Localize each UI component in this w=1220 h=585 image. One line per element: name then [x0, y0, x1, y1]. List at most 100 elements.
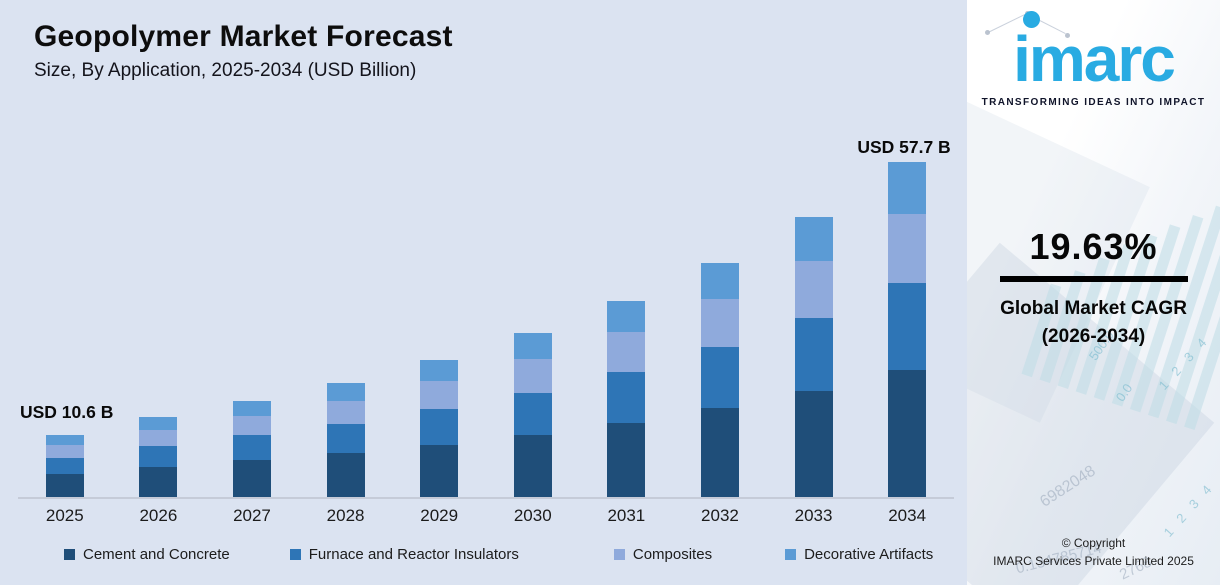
- x-axis-labels: 2025 2026 2027 2028 2029 2030 2031 2032 2033 2034: [18, 506, 954, 526]
- bar-segment: [232, 415, 271, 436]
- bar-segment: [326, 453, 365, 497]
- legend: Cement and Concrete Furnace and Reactor I…: [64, 546, 933, 563]
- bar-segment: [888, 214, 927, 283]
- x-label: 2034: [888, 506, 927, 525]
- legend-item: Furnace and Reactor Insulators: [289, 546, 519, 563]
- bar-slot: [486, 139, 580, 497]
- imarc-tagline: TRANSFORMING IDEAS INTO IMPACT: [981, 97, 1206, 108]
- bar-segment: [513, 333, 552, 359]
- bar-segment: [232, 460, 271, 497]
- bar-2025: [45, 435, 84, 497]
- legend-item: Decorative Artifacts: [785, 546, 933, 563]
- bar-segment: [45, 457, 84, 474]
- x-label: 2027: [233, 506, 271, 525]
- brand-panel: 500.0 0.0 1 2 3 4 1 2 3 4 6982048 0.1347…: [967, 0, 1220, 585]
- bar-segment: [420, 409, 459, 445]
- chart-subtitle: Size, By Application, 2025-2034 (USD Bil…: [34, 60, 417, 81]
- legend-swatch-icon: [613, 549, 625, 560]
- cagr-block: 19.63% Global Market CAGR (2026-2034): [967, 226, 1220, 348]
- legend-item: Cement and Concrete: [64, 546, 230, 563]
- bar-segment: [794, 260, 833, 319]
- bar-segment: [794, 390, 833, 497]
- bar-slot: [299, 139, 393, 497]
- bar-segment: [700, 299, 739, 348]
- bar-segment: [139, 445, 178, 467]
- bar-segment: [326, 382, 365, 401]
- bar-slot: [112, 139, 206, 497]
- copyright-line2: IMARC Services Private Limited 2025: [993, 554, 1194, 569]
- imarc-logo-dot-icon: [1023, 11, 1040, 28]
- bar-segment: [513, 392, 552, 435]
- cagr-label-line1: Global Market CAGR: [1000, 298, 1187, 319]
- legend-swatch-icon: [785, 549, 797, 560]
- bar-segment: [513, 358, 552, 393]
- x-label: 2028: [326, 506, 365, 525]
- bar-segment: [607, 371, 646, 423]
- copyright: © Copyright IMARC Services Private Limit…: [967, 534, 1220, 571]
- bar-slot: [205, 139, 299, 497]
- bar-segment: [888, 369, 927, 497]
- bar-2031: [607, 301, 646, 497]
- x-label: 2032: [701, 506, 739, 525]
- bar-slot: [767, 139, 861, 497]
- imarc-logo-wordmark: imarc: [1013, 23, 1176, 95]
- x-label: 2033: [794, 506, 833, 525]
- bar-segment: [700, 347, 739, 409]
- bar-segment: [888, 282, 927, 370]
- x-label: 2025: [45, 506, 84, 525]
- bar-2030: [513, 333, 552, 497]
- bar-segment: [45, 435, 84, 445]
- legend-item: Composites: [613, 546, 713, 563]
- x-label: 2030: [513, 506, 552, 525]
- bar-segment: [513, 434, 552, 497]
- bar-segment: [139, 429, 178, 446]
- annotation-first-value: USD 10.6 B: [20, 402, 114, 422]
- decor-watermark: 1 2 3 4: [1160, 479, 1218, 540]
- x-label: 2031: [607, 506, 646, 525]
- bar-slot: [392, 139, 486, 497]
- bar-segment: [607, 422, 646, 497]
- bar-segment: [232, 401, 271, 416]
- bar-segment: [326, 400, 365, 424]
- bar-segment: [420, 360, 459, 382]
- legend-label: Cement and Concrete: [83, 546, 230, 563]
- bar-slot: [860, 139, 954, 497]
- bar-segment: [232, 435, 271, 461]
- bar-slot: [580, 139, 674, 497]
- cagr-value: 19.63%: [1029, 226, 1158, 267]
- legend-label: Decorative Artifacts: [804, 546, 934, 563]
- x-label: 2029: [420, 506, 459, 525]
- decor-network-dot: [985, 30, 990, 35]
- bar-2027: [232, 401, 271, 497]
- bar-segment: [139, 466, 178, 497]
- legend-label: Furnace and Reactor Insulators: [308, 546, 519, 563]
- bar-segment: [45, 444, 84, 458]
- bar-segment: [326, 423, 365, 454]
- bar-segment: [139, 416, 178, 430]
- bar-2034: [888, 162, 927, 497]
- copyright-line1: © Copyright: [1061, 535, 1126, 550]
- bar-segment: [420, 444, 459, 497]
- bar-2033: [794, 217, 833, 497]
- chart-title: Geopolymer Market Forecast: [34, 20, 453, 53]
- legend-label: Composites: [632, 546, 713, 563]
- bar-2028: [326, 382, 365, 497]
- bar-segment: [888, 162, 927, 215]
- chart-section: Geopolymer Market Forecast Size, By Appl…: [0, 0, 967, 585]
- bar-segment: [700, 263, 739, 300]
- plot-area: [18, 139, 954, 499]
- decor-network-dot: [1065, 33, 1070, 38]
- bar-segment: [700, 408, 739, 497]
- x-label: 2026: [139, 506, 178, 525]
- bar-segment: [420, 381, 459, 410]
- bar-slot: [18, 139, 112, 497]
- legend-swatch-icon: [289, 549, 301, 560]
- legend-swatch-icon: [64, 549, 75, 560]
- bar-slot: [673, 139, 767, 497]
- bar-segment: [45, 473, 84, 497]
- bar-2029: [420, 360, 459, 497]
- cagr-divider: [999, 276, 1188, 282]
- bar-segment: [794, 318, 833, 391]
- imarc-logo: imarc TRANSFORMING IDEAS INTO IMPACT: [967, 0, 1220, 125]
